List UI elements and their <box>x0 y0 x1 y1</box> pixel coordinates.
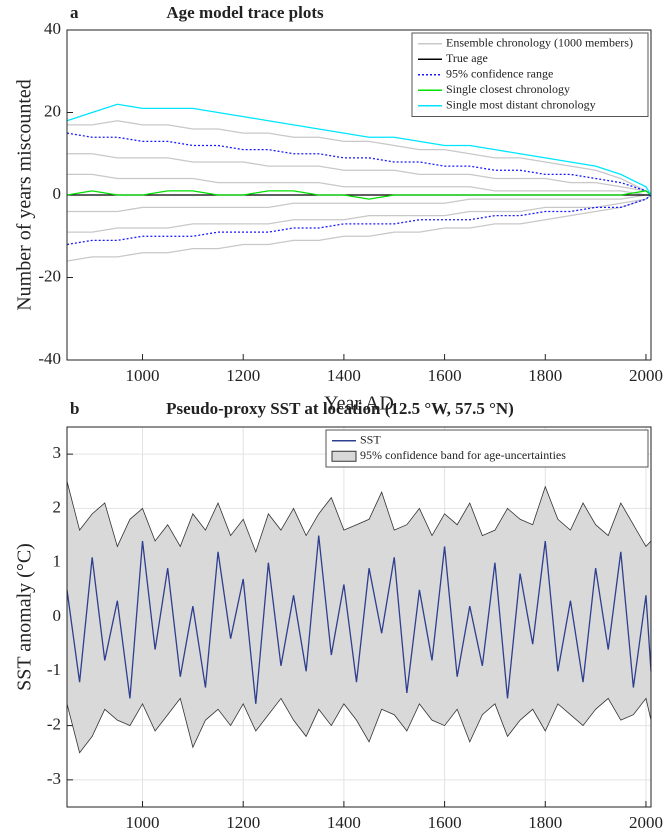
series-line <box>67 120 652 196</box>
legend-label: True age <box>446 51 488 65</box>
series-line <box>66 535 652 704</box>
y-tick-label: 0 <box>53 184 62 203</box>
series-line <box>66 194 652 246</box>
legend-label: 95% confidence range <box>446 67 553 81</box>
x-tick-label: 1400 <box>327 813 361 832</box>
y-axis-label: SST anomaly (°C) <box>14 543 36 691</box>
series-line <box>66 132 652 196</box>
x-tick-label: 2000 <box>629 366 663 385</box>
y-tick-label: -2 <box>47 714 61 733</box>
x-axis-label: Year AD <box>324 393 394 415</box>
y-tick-label: -40 <box>38 349 61 368</box>
x-tick-label: 1200 <box>226 813 260 832</box>
x-tick-label: 1200 <box>226 366 260 385</box>
y-tick-label: -20 <box>38 266 61 285</box>
legend-label: Single closest chronology <box>446 82 570 96</box>
series-line <box>66 194 652 262</box>
y-axis-label: Number of years miscounted <box>14 79 36 311</box>
series-line <box>67 194 652 233</box>
legend-box <box>325 429 649 468</box>
y-tick-label: 3 <box>53 443 62 462</box>
x-tick-label: 1000 <box>126 813 160 832</box>
y-tick-label: -3 <box>47 769 61 788</box>
legend-label: 95% confidence band for age-uncertaintie… <box>360 448 566 462</box>
y-tick-label: 2 <box>53 497 62 516</box>
chart-title: Pseudo-proxy SST at location (12.5 °W, 5… <box>166 399 514 418</box>
series-line <box>67 153 652 196</box>
x-tick-label: 2000 <box>629 813 663 832</box>
legend-label: Ensemble chronology (1000 members) <box>446 36 633 50</box>
y-tick-label: 1 <box>53 552 62 571</box>
legend-label: Single most distant chronology <box>446 98 596 112</box>
plot-frame <box>66 426 652 808</box>
panel-label: a <box>70 3 79 22</box>
series-line <box>66 190 652 200</box>
chart-title: Age model trace plots <box>166 3 324 22</box>
legend-label: SST <box>360 433 381 447</box>
x-tick-label: 1800 <box>528 813 562 832</box>
plot-frame <box>66 29 652 361</box>
x-tick-label: 1600 <box>428 366 462 385</box>
x-tick-label: 1600 <box>428 813 462 832</box>
x-tick-label: 1000 <box>126 366 160 385</box>
legend-swatch <box>331 450 357 462</box>
panel-label: b <box>70 399 79 418</box>
x-tick-label: 1800 <box>528 366 562 385</box>
x-tick-label: 1400 <box>327 366 361 385</box>
y-tick-label: 40 <box>44 19 61 38</box>
series-line <box>66 103 652 196</box>
series-line <box>67 194 651 213</box>
y-tick-label: 20 <box>44 101 61 120</box>
legend-box <box>411 32 649 117</box>
series-line <box>67 173 651 196</box>
y-tick-label: 0 <box>53 606 62 625</box>
y-tick-label: -1 <box>47 660 61 679</box>
